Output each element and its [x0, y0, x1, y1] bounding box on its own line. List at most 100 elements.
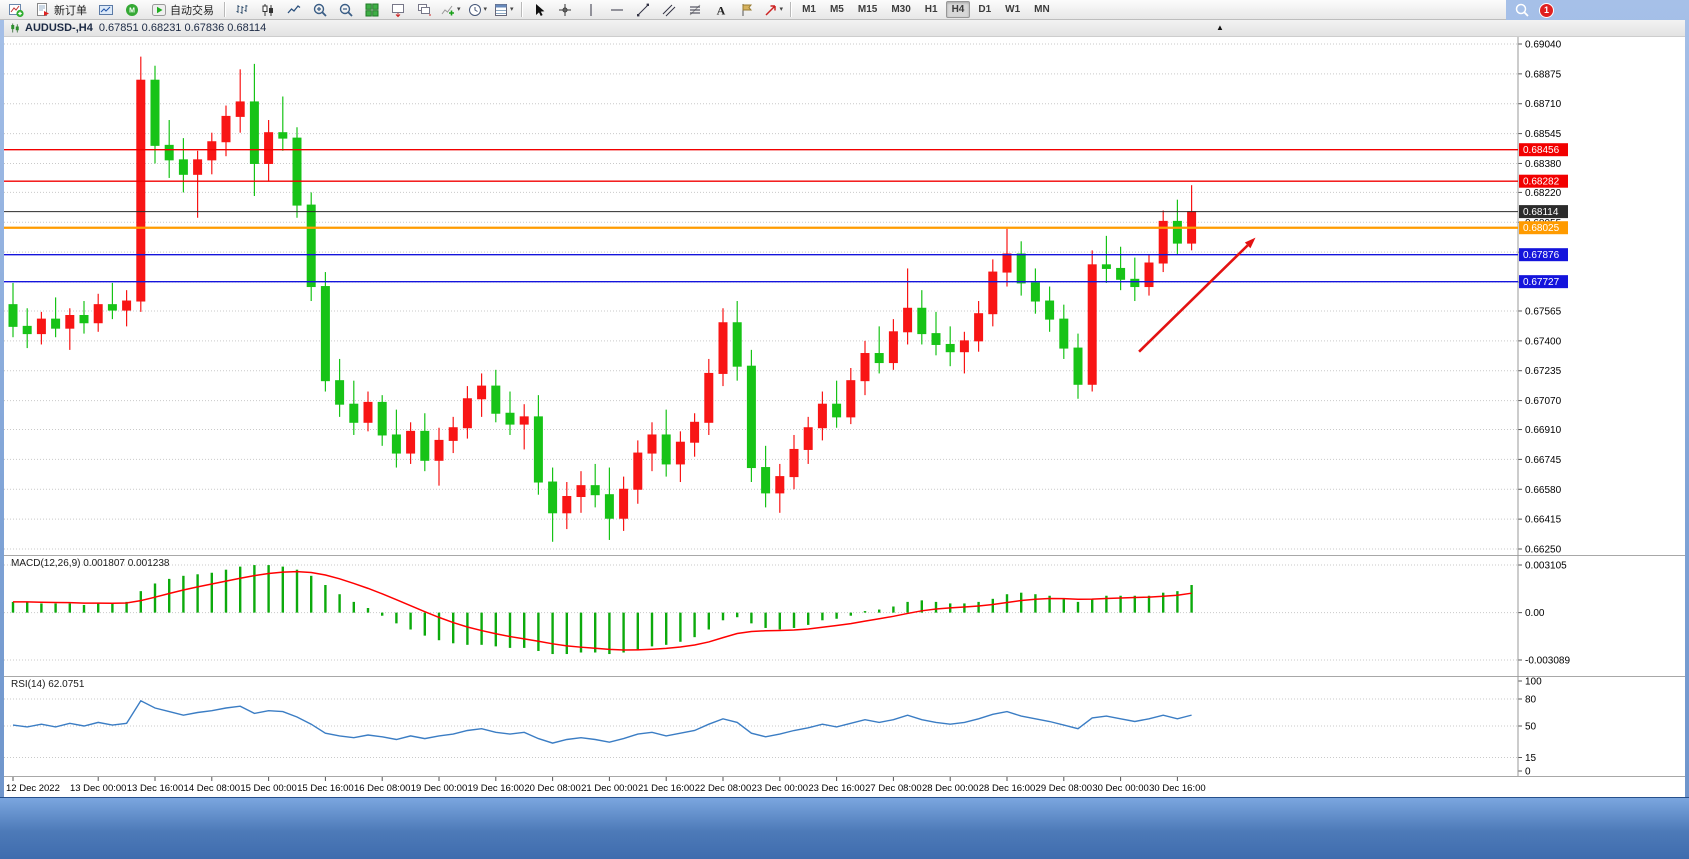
- timeframe-m5[interactable]: M5: [829, 4, 844, 15]
- time-axis-label: 14 Dec 08:00: [184, 783, 241, 794]
- fibonacci-tool-button[interactable]: [682, 0, 708, 20]
- svg-text:0.66250: 0.66250: [1525, 545, 1562, 556]
- templates-icon: [495, 3, 508, 16]
- toolbar-separator: [224, 2, 225, 17]
- candlestick-mode-button[interactable]: [255, 0, 281, 20]
- zoom-out-icon: [339, 3, 353, 17]
- text-tool-button[interactable]: A: [708, 0, 734, 20]
- rsi-panel: RSI(14) 62.0751 100 80 50 15 0: [4, 676, 1685, 776]
- time-axis-label: 19 Dec 00:00: [411, 783, 468, 794]
- price-badge: [1519, 174, 1568, 188]
- arrows-dropdown-caret: ▾: [779, 6, 784, 13]
- svg-text:0.68380: 0.68380: [1525, 159, 1562, 170]
- timeframe-h4[interactable]: H4: [945, 1, 971, 18]
- periods-button[interactable]: ▾: [464, 0, 491, 20]
- tile-windows-button[interactable]: [359, 0, 385, 20]
- notification-badge[interactable]: 1: [1539, 2, 1554, 18]
- titlebar-right-area: 1: [1506, 0, 1689, 20]
- bar-chart-icon: [236, 4, 248, 14]
- svg-text:0.00: 0.00: [1525, 608, 1545, 619]
- svg-text:M: M: [129, 7, 135, 14]
- text-icon: A: [716, 3, 725, 17]
- main-chart-canvas[interactable]: 0.69040 0.68875 0.68710 0.68545 0.68380 0.682…: [4, 37, 1685, 555]
- auto-trading-button[interactable]: 自动交易: [145, 0, 220, 20]
- svg-text:0.003105: 0.003105: [1525, 561, 1567, 572]
- time-axis-label: 16 Dec 08:00: [354, 783, 411, 794]
- new-order-button[interactable]: 新订单: [29, 0, 93, 20]
- svg-text:0.66745: 0.66745: [1525, 455, 1562, 466]
- timeframe-m15[interactable]: M15: [857, 4, 878, 15]
- charts-profile-button[interactable]: [93, 0, 119, 20]
- timeframe-m30[interactable]: M30: [891, 4, 911, 15]
- time-axis-label: 21 Dec 00:00: [581, 783, 638, 794]
- zoom-out-button[interactable]: [333, 0, 359, 20]
- price-badge: [1519, 275, 1568, 289]
- toolbar-separator: [790, 2, 792, 17]
- search-icon[interactable]: [1514, 2, 1530, 18]
- auto-arrange-icon: [392, 3, 404, 17]
- channel-tool-button[interactable]: [656, 0, 682, 20]
- price-badge: [1519, 221, 1568, 235]
- time-axis-label: 28 Dec 16:00: [979, 783, 1036, 794]
- time-axis[interactable]: 12 Dec 2022 13 Dec 00:00 13 Dec 16:00 14 De…: [4, 776, 1685, 797]
- timeframe-m1[interactable]: M1: [802, 4, 816, 15]
- auto-arrange-button[interactable]: [385, 0, 411, 20]
- svg-text:0.69040: 0.69040: [1525, 40, 1562, 51]
- timeframe-d1[interactable]: D1: [978, 4, 992, 15]
- timeframe-w1[interactable]: W1: [1005, 4, 1021, 15]
- horizontal-line-tool-button[interactable]: [604, 0, 630, 20]
- arrows-tool-button[interactable]: ▾: [760, 0, 787, 20]
- macd-signal-line: [13, 570, 1192, 651]
- new-chart-icon: [9, 3, 24, 17]
- horizontal-line-icon: [610, 9, 623, 10]
- time-axis-label: 15 Dec 00:00: [240, 783, 297, 794]
- trend-arrow[interactable]: [1138, 237, 1256, 353]
- time-axis-label: 19 Dec 16:00: [468, 783, 525, 794]
- svg-text:0: 0: [1525, 767, 1531, 777]
- templates-button[interactable]: ▾: [490, 0, 517, 20]
- mql5-community-button[interactable]: M: [119, 0, 145, 20]
- crosshair-tool-button[interactable]: [552, 0, 578, 20]
- svg-text:0.67565: 0.67565: [1525, 306, 1562, 317]
- rsi-canvas[interactable]: 100 80 50 15 0: [4, 676, 1685, 776]
- cursor-tool-button[interactable]: [526, 0, 552, 20]
- label-tool-button[interactable]: [734, 0, 760, 20]
- bar-chart-mode-button[interactable]: [229, 0, 255, 20]
- chart-ohlc-values: 0.67851 0.68231 0.67836 0.68114: [98, 22, 267, 34]
- time-axis-label: 23 Dec 00:00: [752, 783, 809, 794]
- svg-text:0.68710: 0.68710: [1525, 99, 1562, 110]
- cascade-windows-button[interactable]: [411, 0, 437, 20]
- price-badge: [1519, 248, 1568, 262]
- tile-windows-icon: [365, 3, 379, 16]
- zoom-in-button[interactable]: [307, 0, 333, 20]
- chart-symbol-period: AUDUSD-,H4: [25, 22, 93, 34]
- macd-histogram: [11, 565, 1193, 655]
- svg-text:0.68875: 0.68875: [1525, 69, 1562, 80]
- time-axis-label: 20 Dec 08:00: [524, 783, 581, 794]
- indicators-button[interactable]: ▾: [437, 0, 464, 20]
- svg-text:100: 100: [1525, 677, 1542, 688]
- chart-shift-marker[interactable]: ▲: [1216, 23, 1224, 32]
- timeframe-h1[interactable]: H1: [924, 4, 938, 15]
- indicators-dropdown-caret: ▾: [457, 6, 461, 13]
- candles-layer: [8, 56, 1197, 542]
- new-chart-button[interactable]: [3, 0, 29, 20]
- macd-canvas[interactable]: 0.003105 0.00 -0.003089: [4, 555, 1685, 676]
- cascade-windows-icon: [418, 3, 431, 15]
- chart-titlebar[interactable]: AUDUSD-,H4 0.67851 0.68231 0.67836 0.681…: [4, 20, 1685, 37]
- time-axis-label: 23 Dec 16:00: [808, 783, 865, 794]
- time-axis-label: 12 Dec 2022: [6, 783, 60, 794]
- line-chart-mode-button[interactable]: [281, 0, 307, 20]
- vertical-line-tool-button[interactable]: [578, 0, 604, 20]
- time-axis-label: 13 Dec 00:00: [70, 783, 127, 794]
- line-chart-icon: [287, 4, 301, 13]
- svg-text:0.67876: 0.67876: [1523, 250, 1560, 261]
- mql5-community-icon: M: [126, 3, 138, 16]
- price-badge: [1519, 143, 1568, 157]
- trendline-tool-button[interactable]: [630, 0, 656, 20]
- svg-text:50: 50: [1525, 722, 1537, 733]
- arrows-icon: [765, 4, 776, 16]
- timeframe-mn[interactable]: MN: [1034, 4, 1050, 15]
- svg-text:0.68220: 0.68220: [1525, 188, 1562, 199]
